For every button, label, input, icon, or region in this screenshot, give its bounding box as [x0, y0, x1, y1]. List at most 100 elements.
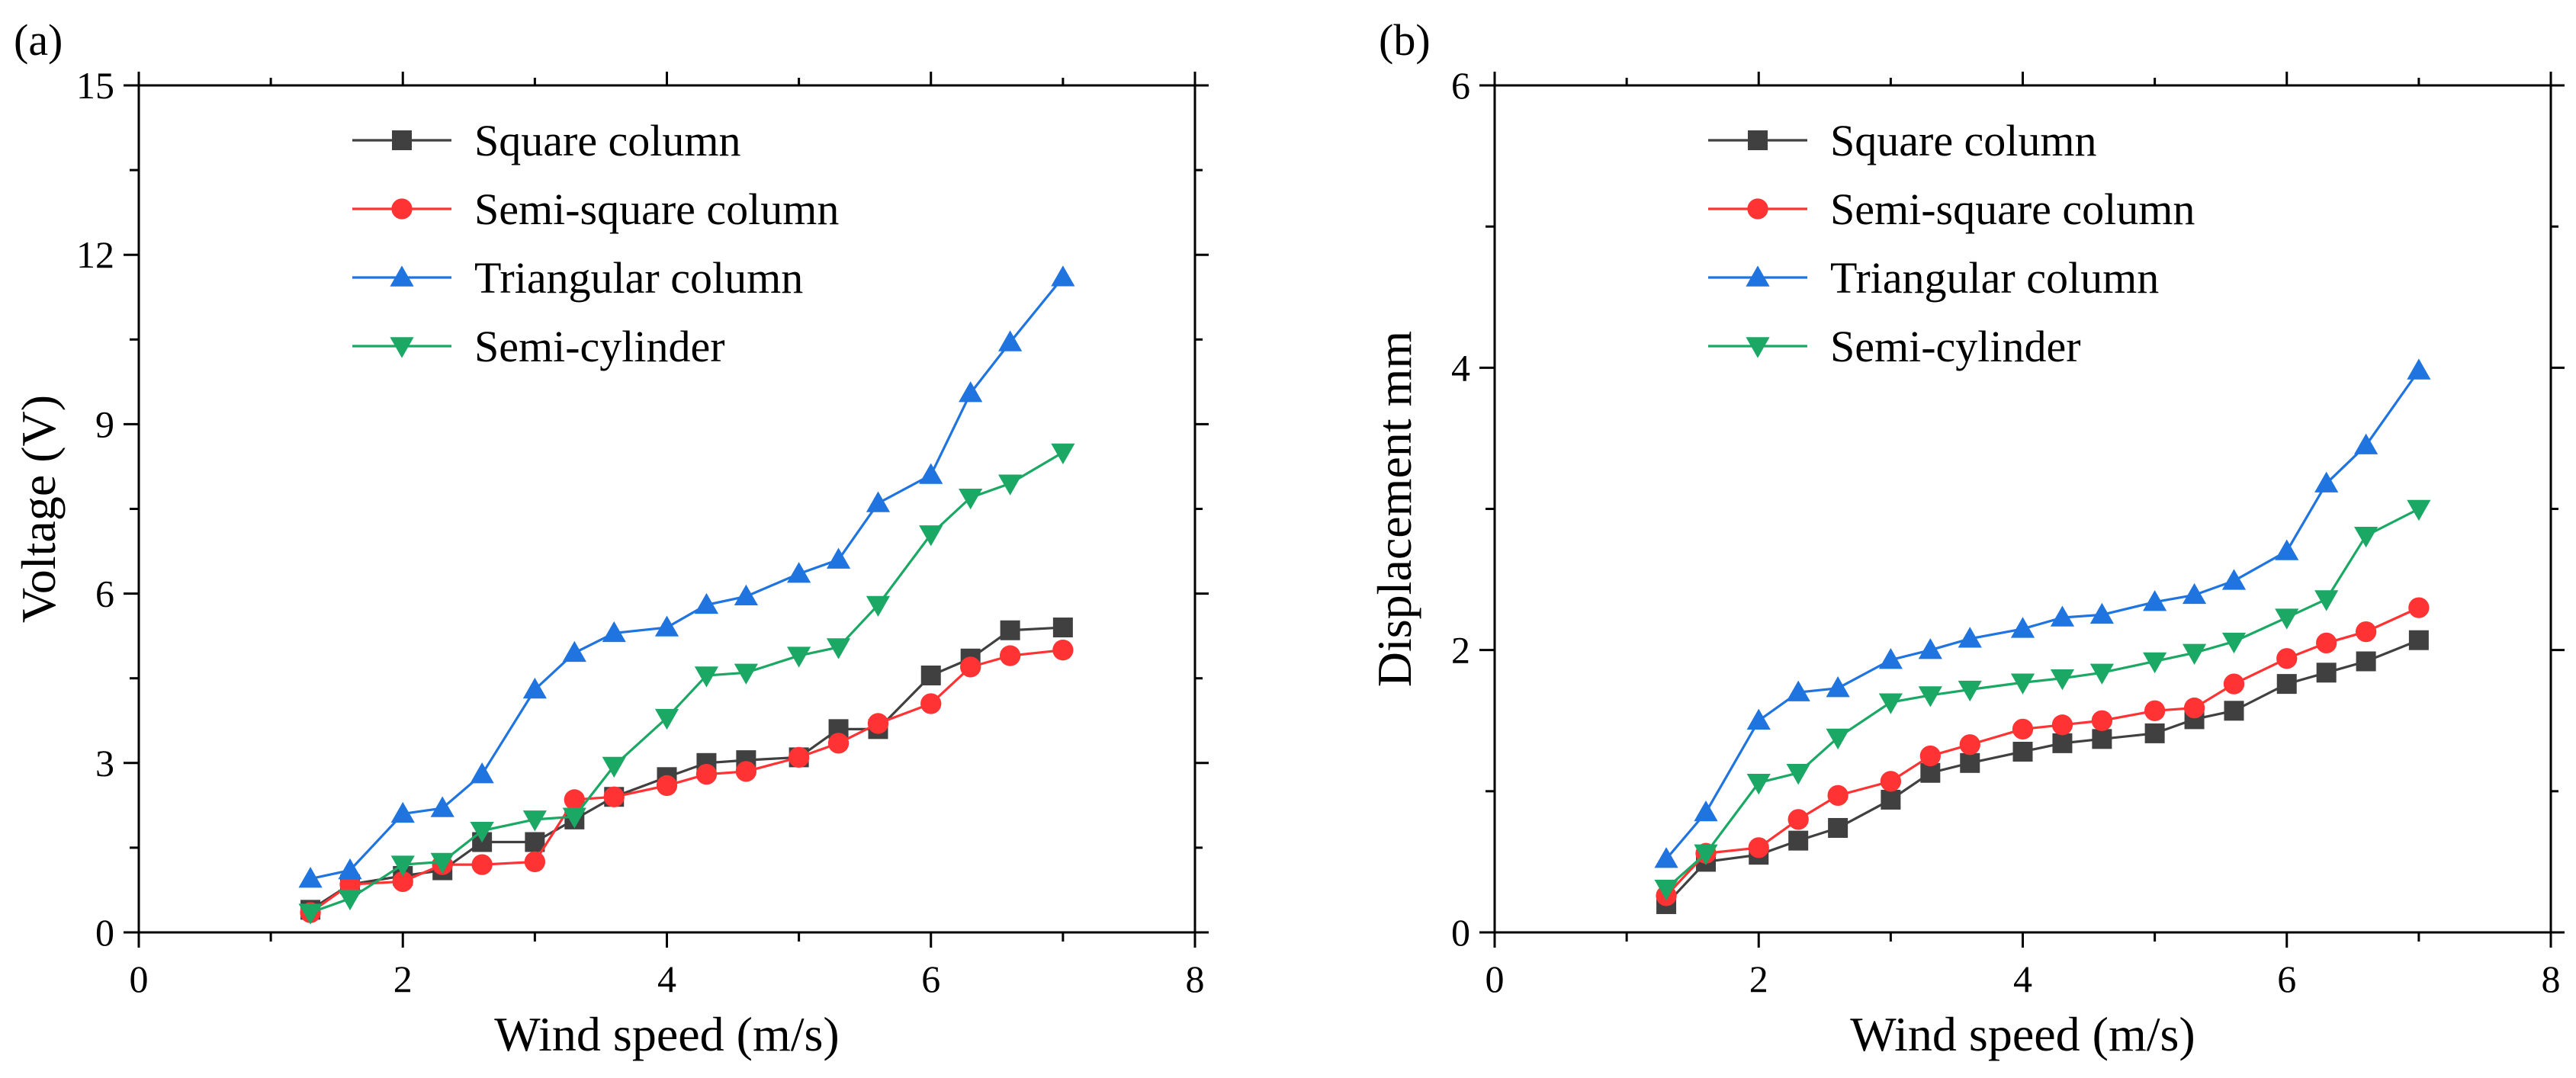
data-point — [1788, 830, 1809, 851]
data-point — [1958, 680, 1982, 702]
legend-label: Triangular column — [474, 253, 803, 303]
data-point — [2314, 590, 2339, 611]
data-point — [1654, 879, 1678, 901]
y-tick-label: 0 — [95, 911, 114, 954]
data-point — [1052, 640, 1074, 661]
data-point — [920, 693, 942, 714]
data-point — [1960, 752, 1980, 773]
data-point — [2010, 673, 2035, 695]
y-tick-label: 9 — [95, 403, 114, 445]
data-point — [2316, 632, 2337, 654]
x-tick-label: 4 — [2013, 958, 2032, 1000]
data-point — [1748, 837, 1769, 858]
legend-marker — [391, 198, 413, 220]
data-point — [2010, 617, 2035, 638]
data-point — [602, 756, 626, 778]
data-point — [1828, 817, 1848, 838]
data-point — [654, 615, 679, 637]
data-point — [524, 851, 546, 873]
legend-item: Semi-cylinder — [352, 322, 725, 371]
data-point — [2143, 652, 2167, 674]
x-tick-label: 6 — [2277, 958, 2296, 1000]
data-point — [919, 463, 943, 484]
data-point — [999, 645, 1021, 666]
legend-marker — [392, 130, 412, 150]
data-point — [1826, 676, 1850, 698]
legend-marker — [1746, 265, 1770, 287]
data-point — [2144, 700, 2166, 721]
y-axis-label: Displacement mm — [1367, 331, 1421, 687]
data-point — [525, 832, 545, 852]
data-point — [787, 646, 811, 668]
data-point — [2223, 673, 2245, 695]
x-tick-label: 0 — [1486, 958, 1505, 1000]
series-semi-cylinder — [298, 443, 1075, 925]
data-point — [2408, 630, 2429, 650]
legend-item: Square column — [1708, 116, 2097, 165]
data-point — [2182, 582, 2207, 605]
y-tick-label: 0 — [1451, 911, 1470, 954]
data-point — [734, 663, 758, 685]
x-tick-label: 8 — [1186, 958, 1205, 1000]
legend-item: Triangular column — [352, 253, 803, 303]
data-point — [2276, 648, 2298, 669]
legend-marker — [1746, 337, 1770, 358]
series-line — [310, 626, 1063, 911]
data-point — [1878, 693, 1903, 714]
data-point — [867, 713, 889, 734]
data-point — [470, 762, 494, 784]
data-point — [2314, 471, 2339, 492]
data-point — [787, 562, 811, 583]
legend-item: Triangular column — [1708, 253, 2159, 303]
series-square-column — [1656, 630, 2429, 914]
legend-marker — [390, 265, 414, 287]
panel-label: (b) — [1379, 15, 1431, 65]
data-point — [866, 491, 891, 512]
data-point — [959, 488, 983, 510]
data-point — [2051, 714, 2073, 736]
data-point — [1918, 686, 1942, 707]
data-point — [2275, 539, 2299, 560]
legend-marker — [390, 337, 414, 358]
legend-item: Semi-square column — [1708, 184, 2195, 234]
data-point — [298, 903, 323, 925]
x-tick-label: 4 — [657, 958, 676, 1000]
data-point — [522, 810, 547, 832]
data-point — [1654, 847, 1678, 868]
data-point — [2012, 741, 2033, 762]
series-semi-square-column — [300, 640, 1074, 923]
data-point — [826, 638, 851, 659]
data-point — [2091, 710, 2113, 731]
data-point — [2354, 526, 2378, 548]
y-tick-label: 6 — [95, 573, 114, 615]
panel-label: (a) — [14, 15, 63, 65]
data-point — [998, 474, 1023, 496]
data-point — [734, 584, 758, 606]
data-point — [2407, 499, 2431, 521]
data-point — [694, 592, 719, 614]
data-point — [735, 761, 757, 782]
data-point — [2143, 590, 2167, 611]
data-point — [2276, 674, 2297, 695]
y-tick-label: 12 — [76, 233, 114, 276]
data-point — [2224, 701, 2244, 721]
legend-item: Semi-square column — [352, 184, 839, 234]
data-point — [656, 775, 678, 797]
y-tick-label: 2 — [1451, 629, 1470, 672]
data-point — [2089, 602, 2114, 624]
y-tick-label: 3 — [95, 742, 114, 784]
data-point — [960, 656, 981, 678]
data-point — [866, 595, 891, 618]
data-point — [522, 677, 547, 699]
data-point — [1958, 627, 1982, 648]
legend-label: Semi-square column — [1830, 184, 2195, 234]
x-axis-label: Wind speed (m/s) — [1850, 1007, 2195, 1061]
data-point — [1746, 774, 1771, 795]
data-point — [471, 854, 493, 875]
data-point — [2182, 643, 2207, 665]
series-triangular-column — [298, 265, 1075, 888]
legend-label: Semi-square column — [474, 184, 839, 234]
data-point — [1694, 844, 1718, 865]
data-point — [959, 381, 983, 403]
